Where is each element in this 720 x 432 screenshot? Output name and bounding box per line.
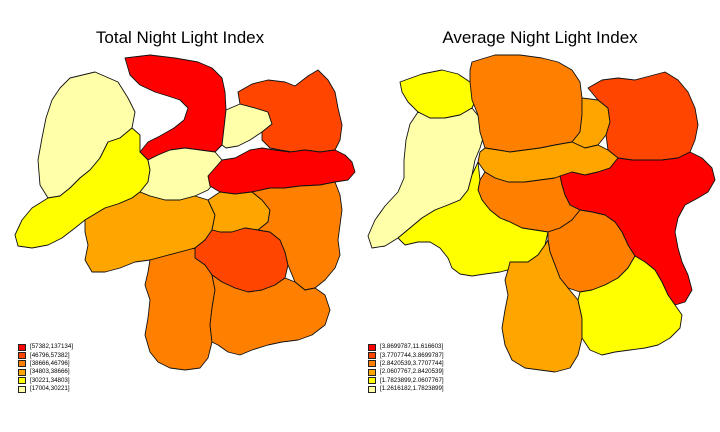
legend-row: [46796,57382]: [18, 351, 73, 360]
map-title-total: Total Night Light Index: [95, 28, 265, 47]
legend-average: [3.8699787,11.616603] [3.7707744,3.86997…: [368, 343, 444, 393]
legend-row: [3.8699787,11.616603]: [368, 343, 444, 351]
average-night-light-panel: Average Night Light Index [3.8699787,11.…: [360, 0, 720, 432]
legend-row: [2.0607767,2.8420539]: [368, 368, 444, 376]
average-night-light-map: [367, 54, 716, 373]
legend-swatch: [368, 377, 376, 385]
legend-label: [2.0607767,2.8420539]: [380, 368, 444, 376]
legend-label: [17004,30221]: [30, 385, 70, 393]
legend-row: [1.7823899,2.0607767]: [368, 377, 444, 385]
region-south-west: [144, 247, 216, 371]
legend-row: [57382,137134]: [18, 343, 73, 351]
legend-row: [38666,46796]: [18, 360, 73, 368]
legend-swatch: [18, 360, 26, 368]
legend-label: [2.8420539,3.7707744]: [380, 359, 444, 367]
legend-swatch: [18, 385, 26, 393]
legend-row: [34803,38666]: [18, 368, 73, 376]
legend-label: [34803,38666]: [30, 368, 70, 376]
map-title-average: Average Night Light Index: [442, 28, 638, 47]
legend-swatch: [18, 368, 26, 376]
legend-label: [1.7823899,2.0607767]: [380, 376, 444, 384]
legend-swatch: [368, 368, 376, 376]
legend-swatch: [368, 352, 376, 360]
legend-row: [17004,30221]: [18, 385, 73, 393]
region-east: [251, 181, 343, 291]
region-se-yellow: [577, 255, 683, 356]
legend-swatch: [368, 385, 376, 393]
legend-swatch: [368, 360, 376, 368]
legend-label: [30221,34803]: [30, 376, 70, 384]
legend-row: [3.7707744,3.8699787]: [368, 351, 444, 360]
legend-swatch: [18, 377, 26, 385]
legend-swatch: [18, 352, 26, 360]
region-south-east: [209, 274, 331, 356]
legend-total: [57382,137134] [46796,57382] [38666,4679…: [18, 343, 73, 393]
legend-label: [1.2616182,1.7823899]: [380, 385, 444, 393]
legend-swatch: [368, 343, 376, 351]
legend-label: [57382,137134]: [30, 343, 74, 351]
region-nw-top: [399, 69, 479, 119]
legend-label: [46796,57382]: [30, 351, 70, 359]
legend-row: [1.2616182,1.7823899]: [368, 385, 444, 393]
region-north: [469, 54, 583, 153]
legend-row: [30221,34803]: [18, 377, 73, 385]
legend-label: [3.8699787,11.616603]: [380, 343, 444, 351]
legend-swatch: [18, 343, 26, 351]
total-night-light-panel: Total Night Light Index [57382,137134]: [14, 28, 356, 393]
region-west-yellow: [397, 161, 549, 277]
legend-label: [3.7707744,3.8699787]: [380, 351, 444, 359]
legend-label: [38666,46796]: [30, 359, 70, 367]
total-night-light-map: [14, 54, 356, 371]
region-sw: [501, 239, 583, 373]
legend-row: [2.8420539,3.7707744]: [368, 360, 444, 368]
